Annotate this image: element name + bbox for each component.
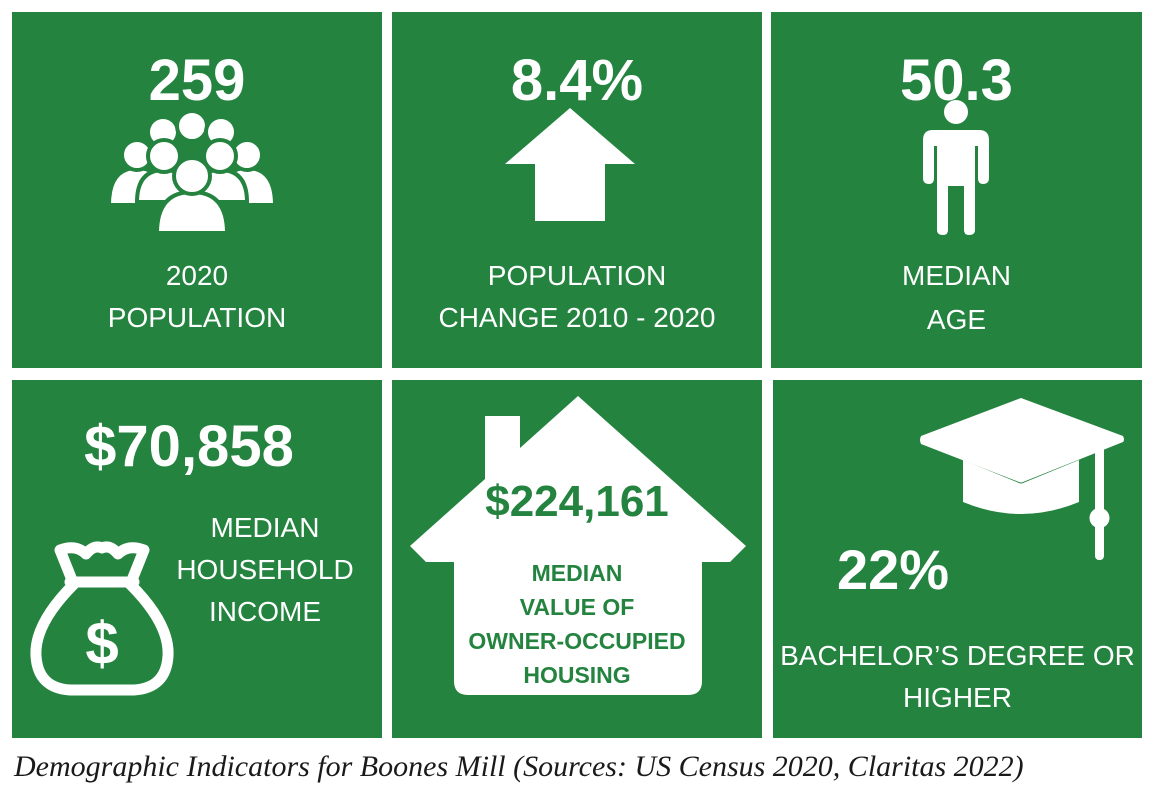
median-age-label-line2: AGE [926,304,987,335]
median-age-label-line1: MEDIAN [902,260,1011,291]
education-value: 22% [836,538,950,601]
median-age-value: 50.3 [900,48,1013,113]
arrow-up-icon [505,108,635,221]
population-change-tile: 8.4% POPULATION CHANGE 2010 - 2020 [392,12,762,368]
home-value-label-line3: OWNER-OCCUPIED [468,628,686,654]
home-value-value: $224,161 [485,477,669,526]
money-bag-icon: $ [30,541,174,696]
population-label-line1: 2020 [165,260,229,291]
education-tile: 22% BACHELOR’S DEGREE OR HIGHER [773,380,1142,738]
population-value: 259 [148,48,246,113]
graduation-cap-icon [920,398,1124,560]
figure-caption: Demographic Indicators for Boones Mill (… [14,750,1024,783]
education-label-line2: HIGHER [903,682,1012,713]
home-value-tile: $224,161 MEDIAN VALUE OF OWNER-OCCUPIED … [392,380,762,738]
education-label-line1: BACHELOR’S DEGREE OR [780,640,1135,671]
home-value-label-line4: HOUSING [523,662,631,688]
household-income-label-line2: HOUSEHOLD [176,554,354,585]
household-income-tile: $70,858 $ MEDIAN HOUSEHOLD INCOME [12,380,382,738]
population-change-label-line1: POPULATION [487,260,667,291]
population-tile: 259 2020 POPULATION [12,12,382,368]
house-icon [410,396,746,695]
svg-text:$: $ [85,610,118,677]
household-income-label-line1: MEDIAN [210,512,320,543]
household-income-label-line3: INCOME [209,596,321,627]
population-change-label-line2: CHANGE 2010 - 2020 [438,302,716,333]
people-group-icon [107,110,277,235]
median-age-tile: 50.3 MEDIAN AGE [771,12,1142,368]
person-icon [923,100,989,235]
population-change-value: 8.4% [510,48,644,113]
home-value-label-line1: MEDIAN [531,560,623,586]
population-label-line2: POPULATION [107,302,287,333]
home-value-label-line2: VALUE OF [519,594,635,620]
household-income-value: $70,858 [84,414,294,479]
